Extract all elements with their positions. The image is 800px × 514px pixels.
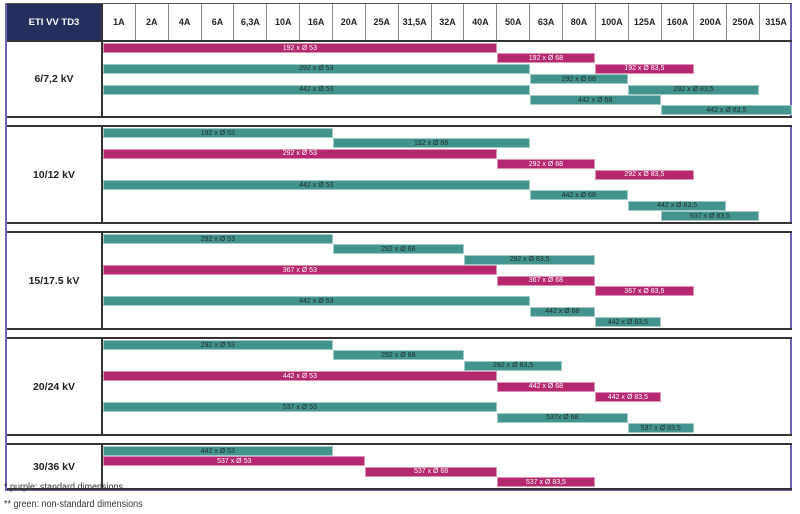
column-header: 31,5A	[399, 4, 432, 40]
dimension-bar-green: 292 x Ø 68	[529, 74, 628, 85]
dimension-bar-purple: 292 x Ø 83,5	[595, 169, 694, 180]
column-header: 6A	[202, 4, 235, 40]
column-header: 80A	[563, 4, 596, 40]
dimension-bar-green: 442 x Ø 83,5	[627, 200, 727, 211]
dimension-bar-green: 442 x Ø 83,5	[660, 105, 792, 116]
section-separator	[7, 118, 792, 127]
dimension-bar-green: 292 x Ø 53	[103, 234, 333, 244]
dimension-bar-green: 442 x Ø 53	[103, 296, 530, 307]
dimension-bar-purple: 292 x Ø 68	[496, 159, 596, 170]
voltage-section: 30/36 kV 442 x Ø 53 537 x Ø 53 537 x Ø 68 53…	[7, 445, 792, 490]
dimension-bar-purple: 537 x Ø 68	[365, 466, 497, 477]
dimension-bar-green: 537 x Ø 83,5	[660, 211, 760, 222]
dimension-bar-purple: 367 x Ø 83,5	[595, 286, 694, 296]
column-header: 20A	[333, 4, 366, 40]
dimension-bar-green: 442 x Ø 68	[529, 190, 628, 201]
dimension-bar-green: 442 x Ø 53	[103, 446, 333, 456]
column-header: 4A	[169, 4, 202, 40]
column-header: 16A	[300, 4, 334, 40]
column-header: 250A	[727, 4, 761, 40]
voltage-label: 20/24 kV	[7, 339, 103, 434]
column-header: 25A	[366, 4, 399, 40]
dimension-bar-green: 442 x Ø 53	[103, 180, 530, 190]
dimension-bar-purple: 442 x Ø 53	[103, 371, 497, 382]
table-title: ETI VV TD3	[7, 4, 103, 40]
column-header: 2A	[136, 4, 169, 40]
table-header: ETI VV TD3 1A 2A 4A 6A 6,3A 10A 16A 20A 25A 31,5A…	[7, 3, 792, 42]
legend-purple: * purple: standard dimensions	[4, 482, 124, 493]
dimension-bar-green: 537 x Ø 83,5	[627, 423, 694, 434]
voltage-section: 15/17.5 kV 292 x Ø 53 292 x Ø 68 292 x Ø 83…	[7, 233, 792, 330]
bar-area: 442 x Ø 53 537 x Ø 53 537 x Ø 68 537 x Ø 83…	[103, 445, 792, 488]
column-header: 200A	[694, 4, 728, 40]
dimension-bar-green: 292 x Ø 53	[103, 63, 530, 74]
dimension-bar-green: 192 x Ø 68	[332, 138, 530, 149]
column-header: 160A	[662, 4, 695, 40]
column-header: 50A	[497, 4, 531, 40]
dimension-bar-green: 192 x Ø 53	[103, 128, 333, 138]
dimension-bar-green: 292 x Ø 68	[332, 350, 464, 361]
column-header: 10A	[267, 4, 301, 40]
dimension-bar-purple: 442 x Ø 68	[496, 381, 596, 392]
dimension-bar-purple: 442 x Ø 83,5	[595, 392, 661, 402]
bar-area: 192 x Ø 53 192 x Ø 68 292 x Ø 53 292 x Ø 68…	[103, 127, 792, 222]
section-separator	[7, 224, 792, 233]
dimension-bar-green: 537x Ø 68	[496, 412, 628, 423]
dimension-bar-green: 442 x Ø 53	[103, 84, 530, 95]
dimension-bar-purple: 192 x Ø 68	[496, 53, 596, 64]
voltage-label: 15/17.5 kV	[7, 233, 103, 328]
dimension-bar-green: 442 x Ø 68	[529, 306, 596, 317]
column-header: 63A	[530, 4, 564, 40]
dimension-bar-purple: 292 x Ø 53	[103, 148, 497, 159]
dimension-bar-green: 442 x Ø 83,5	[595, 317, 661, 328]
bar-area: 292 x Ø 53 292 x Ø 68 292 x Ø 83,5 442 x Ø …	[103, 339, 792, 434]
voltage-label: 6/7,2 kV	[7, 42, 103, 116]
bar-area: 292 x Ø 53 292 x Ø 68 292 x Ø 83,5 367 x Ø …	[103, 233, 792, 328]
voltage-section: 20/24 kV 292 x Ø 53 292 x Ø 68 292 x Ø 83,5…	[7, 339, 792, 436]
column-header: 125A	[629, 4, 662, 40]
column-header: 32A	[432, 4, 465, 40]
dimension-bar-green: 442 x Ø 68	[529, 95, 661, 105]
dimension-bar-green: 292 x Ø 53	[103, 340, 333, 350]
dimension-bar-green: 292 x Ø 83,5	[627, 84, 760, 95]
column-header: 1A	[103, 4, 136, 40]
voltage-label: 10/12 kV	[7, 127, 103, 222]
dimension-bar-purple: 367 x Ø 68	[496, 275, 596, 286]
section-separator	[7, 330, 792, 339]
dimension-bar-purple: 537 x Ø 53	[103, 456, 366, 467]
voltage-section: 6/7,2 kV 192 x Ø 53 192 x Ø 68 292 x Ø 53 19…	[7, 42, 792, 118]
voltage-label: 30/36 kV	[7, 445, 103, 488]
dimension-bar-green: 292 x Ø 83,5	[463, 360, 563, 371]
dimension-bar-purple: 367 x Ø 53	[103, 265, 497, 276]
column-header: 100A	[596, 4, 629, 40]
dimension-bar-green: 537 x Ø 53	[103, 402, 497, 413]
legend-green: ** green: non-standard dimensions	[4, 499, 143, 510]
dimension-bar-purple: 192 x Ø 83,5	[595, 63, 694, 74]
column-header: 40A	[464, 4, 498, 40]
column-header: 315A	[765, 17, 787, 27]
dimension-bar-green: 292 x Ø 68	[332, 244, 464, 255]
dimension-bar-green: 292 x Ø 83,5	[463, 254, 596, 265]
dimension-table: ETI VV TD3 1A 2A 4A 6A 6,3A 10A 16A 20A 25A 31,5A…	[5, 3, 792, 491]
bar-area: 192 x Ø 53 192 x Ø 68 292 x Ø 53 192 x Ø 83…	[103, 42, 792, 116]
dimension-bar-purple: 192 x Ø 53	[103, 43, 497, 53]
column-header: 6,3A	[234, 4, 268, 40]
voltage-section: 10/12 kV 192 x Ø 53 192 x Ø 68 292 x Ø 53 29…	[7, 127, 792, 224]
section-separator	[7, 436, 792, 445]
dimension-bar-purple: 537 x Ø 83,5	[496, 477, 596, 488]
